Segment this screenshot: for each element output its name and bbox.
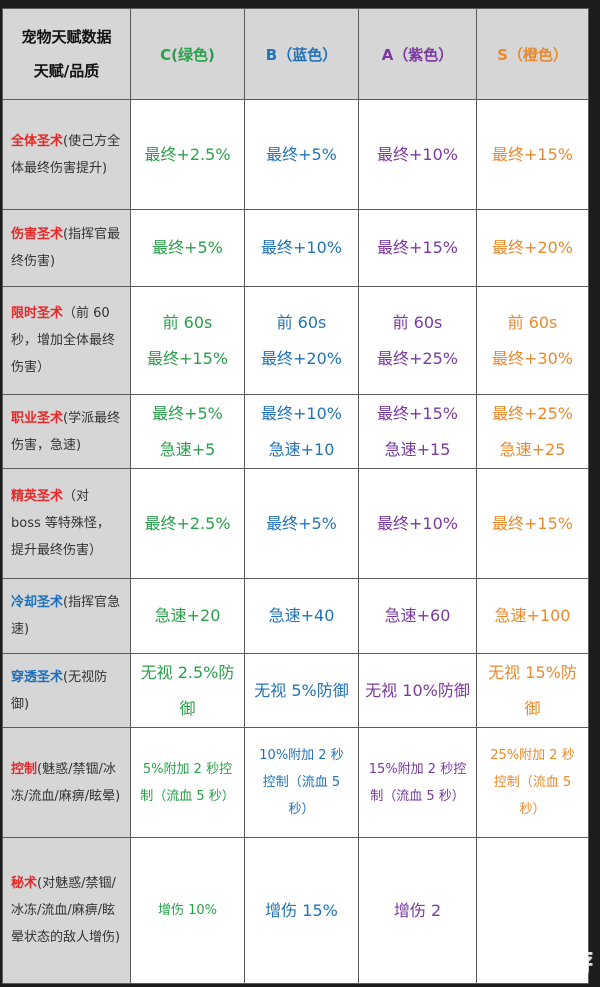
table-row: 控制(魅惑/禁锢/冰冻/流血/麻痹/眩晕) 5%附加 2 秒控制（流血 5 秒）…: [2, 727, 589, 838]
value-cell-a: 15%附加 2 秒控制（流血 5 秒）: [358, 727, 477, 838]
header-row: 宠物天赋数据 天赋/品质 C(绿色) B（蓝色） A（紫色） S（橙色）: [2, 8, 589, 100]
talent-desc: （前 60 秒，增加全体最终伤害）: [11, 306, 116, 375]
value-cell-b: 最终+5%: [244, 99, 359, 210]
value-line-1: 最终+5%: [152, 403, 223, 423]
value-line-1: 前 60s: [392, 312, 443, 332]
value-cell-s: 前 60s 最终+30%: [476, 286, 589, 395]
value-cell-s: 无视 15%防御: [476, 653, 589, 728]
talent-desc: (魅惑/禁锢/冰冻/流血/麻痹/眩晕): [11, 761, 121, 804]
value-cell-s: 最终+15%: [476, 99, 589, 210]
value-cell-a: 最终+10%: [358, 468, 477, 579]
table-row: 职业圣术(学派最终伤害，急速) 最终+5% 急速+5 最终+10% 急速+10 最终…: [2, 394, 589, 469]
talent-name-cell: 限时圣术（前 60 秒，增加全体最终伤害）: [2, 286, 131, 395]
value-cell-b: 10%附加 2 秒控制（流血 5 秒）: [244, 727, 359, 838]
talent-name: 限时圣术: [11, 306, 64, 321]
value-cell-a: 前 60s 最终+25%: [358, 286, 477, 395]
value-line-2: 最终+20%: [261, 348, 342, 368]
talent-name-cell: 职业圣术(学派最终伤害，急速): [2, 394, 131, 469]
table-row: 秘术(对魅惑/禁锢/冰冻/流血/麻痹/眩晕状态的敌人增伤) 增伤 10% 增伤 …: [2, 837, 589, 984]
value-cell-c: 最终+5%: [130, 209, 245, 287]
table-row: 穿透圣术(无视防御) 无视 2.5%防御 无视 5%防御 无视 10%防御 无视…: [2, 653, 589, 728]
talent-name: 穿透圣术: [11, 669, 64, 685]
value-cell-a: 最终+15% 急速+15: [358, 394, 477, 469]
table-row: 全体圣术(使己方全体最终伤害提升) 最终+2.5% 最终+5% 最终+10% 最…: [2, 99, 589, 210]
value-cell-s: 25%附加 2 秒控制（流血 5 秒）: [476, 727, 589, 838]
value-line-2: 急速+15: [384, 439, 451, 459]
table-row: 伤害圣术(指挥官最终伤害) 最终+5% 最终+10% 最终+15% 最终+20%: [2, 209, 589, 287]
talent-name: 伤害圣术: [11, 227, 64, 242]
value-cell-a: 无视 10%防御: [358, 653, 477, 728]
value-cell-a: 最终+10%: [358, 99, 477, 210]
table-row: 精英圣术（对 boss 等特殊怪，提升最终伤害） 最终+2.5% 最终+5% 最…: [2, 468, 589, 579]
talent-desc: (学派最终伤害，急速): [11, 410, 121, 453]
talent-name-cell: 穿透圣术(无视防御): [2, 653, 131, 728]
talent-name-cell: 控制(魅惑/禁锢/冰冻/流血/麻痹/眩晕): [2, 727, 131, 838]
talent-name: 冷却圣术: [11, 595, 64, 610]
grade-header-c: C(绿色): [130, 8, 245, 100]
talent-desc: （对 boss 等特殊怪，提升最终伤害）: [11, 489, 110, 558]
value-cell-s: 最终+15%: [476, 468, 589, 579]
talent-name-cell: 冷却圣术(指挥官急速): [2, 578, 131, 654]
value-line-2: 急速+25: [499, 439, 566, 459]
value-cell-b: 无视 5%防御: [244, 653, 359, 728]
watermark: 九游: [539, 948, 594, 978]
talent-name: 职业圣术: [11, 410, 64, 426]
value-line-2: 最终+15%: [147, 348, 228, 368]
talent-name-cell: 秘术(对魅惑/禁锢/冰冻/流血/麻痹/眩晕状态的敌人增伤): [2, 837, 131, 984]
table-row: 限时圣术（前 60 秒，增加全体最终伤害） 前 60s 最终+15% 前 60s 最…: [2, 286, 589, 395]
talent-desc: (使己方全体最终伤害提升): [11, 133, 121, 176]
value-cell-s: 急速+100: [476, 578, 589, 654]
value-cell-b: 增伤 15%: [244, 837, 359, 984]
corner-header: 宠物天赋数据 天赋/品质: [2, 8, 131, 100]
talent-desc: (无视防御): [11, 669, 108, 712]
value-line-2: 最终+30%: [492, 348, 573, 368]
value-cell-c: 急速+20: [130, 578, 245, 654]
talent-name-cell: 精英圣术（对 boss 等特殊怪，提升最终伤害）: [2, 468, 131, 579]
value-cell-b: 最终+10% 急速+10: [244, 394, 359, 469]
value-line-2: 急速+10: [268, 439, 335, 459]
talent-name-cell: 伤害圣术(指挥官最终伤害): [2, 209, 131, 287]
talent-desc: (指挥官最终伤害): [11, 227, 121, 269]
value-line-1: 最终+15%: [377, 403, 458, 423]
value-line-1: 最终+25%: [492, 403, 573, 423]
value-cell-b: 前 60s 最终+20%: [244, 286, 359, 395]
corner-title: 宠物天赋数据: [21, 28, 112, 46]
grade-header-b: B（蓝色）: [244, 8, 359, 100]
talent-desc: (指挥官急速): [11, 595, 121, 637]
value-cell-c: 5%附加 2 秒控制（流血 5 秒）: [130, 727, 245, 838]
value-cell-c: 增伤 10%: [130, 837, 245, 984]
value-line-1: 前 60s: [276, 312, 327, 332]
value-cell-a: 最终+15%: [358, 209, 477, 287]
value-cell-b: 最终+10%: [244, 209, 359, 287]
value-cell-a: 急速+60: [358, 578, 477, 654]
value-line-1: 前 60s: [507, 312, 558, 332]
table-row: 冷却圣术(指挥官急速) 急速+20 急速+40 急速+60 急速+100: [2, 578, 589, 654]
pet-talent-table: 宠物天赋数据 天赋/品质 C(绿色) B（蓝色） A（紫色） S（橙色） 全体圣…: [2, 8, 589, 984]
value-cell-s: 最终+25% 急速+25: [476, 394, 589, 469]
grade-header-s: S（橙色）: [476, 8, 589, 100]
value-cell-a: 增伤 2: [358, 837, 477, 984]
value-line-2: 最终+25%: [377, 348, 458, 368]
value-cell-c: 最终+2.5%: [130, 99, 245, 210]
corner-subtitle: 天赋/品质: [33, 62, 100, 80]
talent-name: 控制: [11, 761, 38, 777]
value-cell-c: 最终+5% 急速+5: [130, 394, 245, 469]
grade-header-a: A（紫色）: [358, 8, 477, 100]
talent-desc: (对魅惑/禁锢/冰冻/流血/麻痹/眩晕状态的敌人增伤): [11, 876, 121, 945]
value-cell-c: 前 60s 最终+15%: [130, 286, 245, 395]
talent-name: 全体圣术: [11, 133, 64, 149]
value-cell-b: 急速+40: [244, 578, 359, 654]
value-cell-b: 最终+5%: [244, 468, 359, 579]
value-line-1: 最终+10%: [261, 403, 342, 423]
value-cell-s: 最终+20%: [476, 209, 589, 287]
watermark-logo-icon: [496, 937, 542, 983]
talent-name: 精英圣术: [11, 489, 64, 504]
talent-name: 秘术: [11, 876, 38, 891]
talent-name-cell: 全体圣术(使己方全体最终伤害提升): [2, 99, 131, 210]
value-cell-c: 无视 2.5%防御: [130, 653, 245, 728]
value-cell-c: 最终+2.5%: [130, 468, 245, 579]
value-line-1: 前 60s: [162, 312, 213, 332]
value-line-2: 急速+5: [159, 439, 216, 459]
